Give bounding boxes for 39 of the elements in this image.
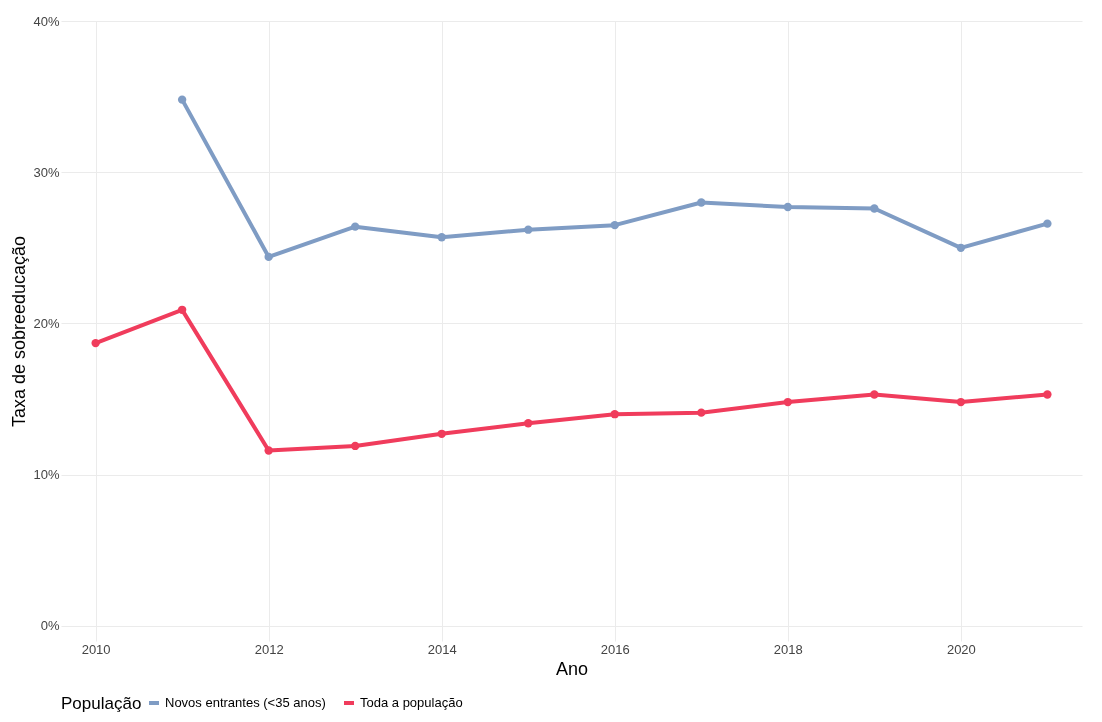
point bbox=[264, 446, 273, 455]
y-tick-label: 10% bbox=[33, 467, 60, 483]
point bbox=[956, 397, 966, 407]
point bbox=[783, 202, 792, 212]
legend-label: Novos entrantes (<35 anos) bbox=[165, 695, 326, 710]
point bbox=[437, 429, 446, 438]
point bbox=[177, 305, 187, 314]
point bbox=[264, 252, 273, 262]
point bbox=[177, 95, 187, 104]
point bbox=[956, 243, 966, 252]
point bbox=[351, 222, 360, 231]
point bbox=[1043, 390, 1052, 399]
x-axis-title: Ano bbox=[555, 658, 589, 679]
point bbox=[1043, 219, 1052, 228]
y-axis-title: Taxa de sobreeducação bbox=[9, 235, 30, 428]
point bbox=[91, 338, 100, 348]
y-tick-label: 0% bbox=[40, 618, 60, 634]
point bbox=[610, 410, 619, 419]
x-tick-label: 2018 bbox=[773, 641, 803, 657]
point bbox=[610, 220, 619, 230]
x-tick-label: 2012 bbox=[254, 641, 284, 657]
point bbox=[351, 441, 360, 451]
point bbox=[783, 397, 792, 407]
point bbox=[437, 233, 446, 242]
x-tick-label: 2020 bbox=[946, 641, 976, 657]
y-tick-label: 30% bbox=[33, 164, 60, 180]
point bbox=[870, 390, 879, 399]
x-tick-label: 2014 bbox=[427, 641, 457, 657]
point bbox=[524, 225, 533, 234]
y-tick-label: 20% bbox=[33, 315, 60, 331]
point bbox=[697, 198, 706, 207]
point bbox=[697, 408, 706, 417]
point bbox=[870, 204, 879, 213]
point bbox=[524, 419, 533, 428]
y-tick-label: 40% bbox=[33, 13, 60, 29]
x-tick-label: 2016 bbox=[600, 641, 630, 657]
legend-title: População bbox=[61, 694, 142, 713]
legend-label: Toda a população bbox=[360, 695, 463, 710]
x-tick-label: 2010 bbox=[81, 641, 111, 657]
